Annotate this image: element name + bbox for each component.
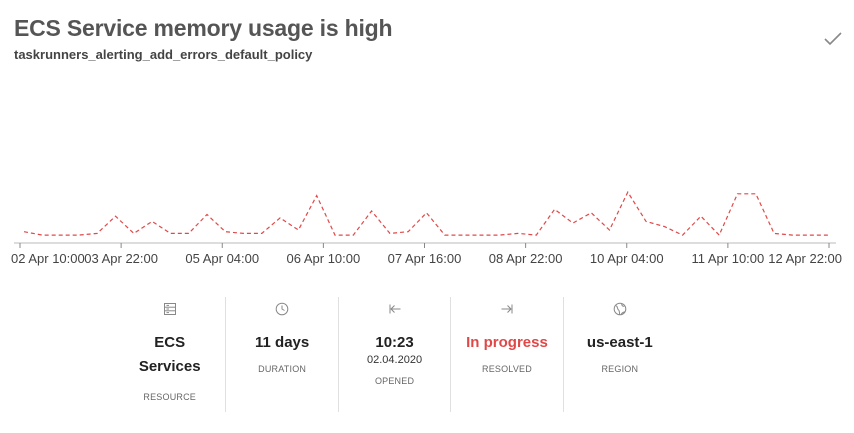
globe-icon	[613, 299, 627, 319]
duration-value: 11 days	[255, 334, 310, 351]
x-tick-label: 12 Apr 22:00	[768, 251, 842, 266]
x-tick-label: 03 Apr 22:00	[84, 251, 158, 266]
memory-usage-line	[23, 190, 829, 237]
opened-time: 10:23	[375, 334, 414, 351]
resolved-label: RESOLVED	[482, 364, 532, 374]
x-tick-label: 05 Apr 04:00	[185, 251, 259, 266]
arrow-right-bar-icon	[500, 299, 514, 319]
stat-resource: ECS Services RESOURCE	[114, 297, 227, 412]
page-title: ECS Service memory usage is high	[14, 15, 393, 41]
x-tick-label: 11 Apr 10:00	[691, 251, 764, 266]
resource-value: ECS Services	[138, 334, 201, 375]
incident-stats: ECS Services RESOURCE 11 days DURATION 1…	[114, 297, 676, 412]
duration-label: DURATION	[258, 364, 307, 374]
checkmark-icon[interactable]	[822, 28, 844, 50]
region-value: us-east-1	[586, 334, 653, 351]
stat-opened: 10:23 02.04.2020 OPENED	[339, 297, 452, 412]
policy-name: taskrunners_alerting_add_errors_default_…	[14, 47, 313, 62]
arrow-left-bar-icon	[388, 299, 402, 319]
resolved-status: In progress	[466, 334, 548, 351]
x-tick-label: 08 Apr 22:00	[489, 251, 563, 266]
x-tick-label: 07 Apr 16:00	[388, 251, 462, 266]
opened-label: OPENED	[374, 376, 415, 386]
x-tick-label: 10 Apr 04:00	[590, 251, 664, 266]
server-icon	[163, 299, 177, 319]
clock-icon	[275, 299, 289, 319]
x-tick-label: 02 Apr 10:00	[11, 251, 85, 266]
stat-region: us-east-1 REGION	[564, 297, 676, 412]
stat-resolved: In progress RESOLVED	[451, 297, 564, 412]
x-tick-label: 06 Apr 10:00	[287, 251, 361, 266]
opened-date: 02.04.2020	[367, 354, 423, 366]
region-label: REGION	[601, 364, 639, 374]
stat-duration: 11 days DURATION	[226, 297, 339, 412]
resource-label: RESOURCE	[143, 392, 197, 402]
memory-usage-chart: 02 Apr 10:00 03 Apr 22:00 05 Apr 04:00 06 A…	[11, 190, 842, 266]
